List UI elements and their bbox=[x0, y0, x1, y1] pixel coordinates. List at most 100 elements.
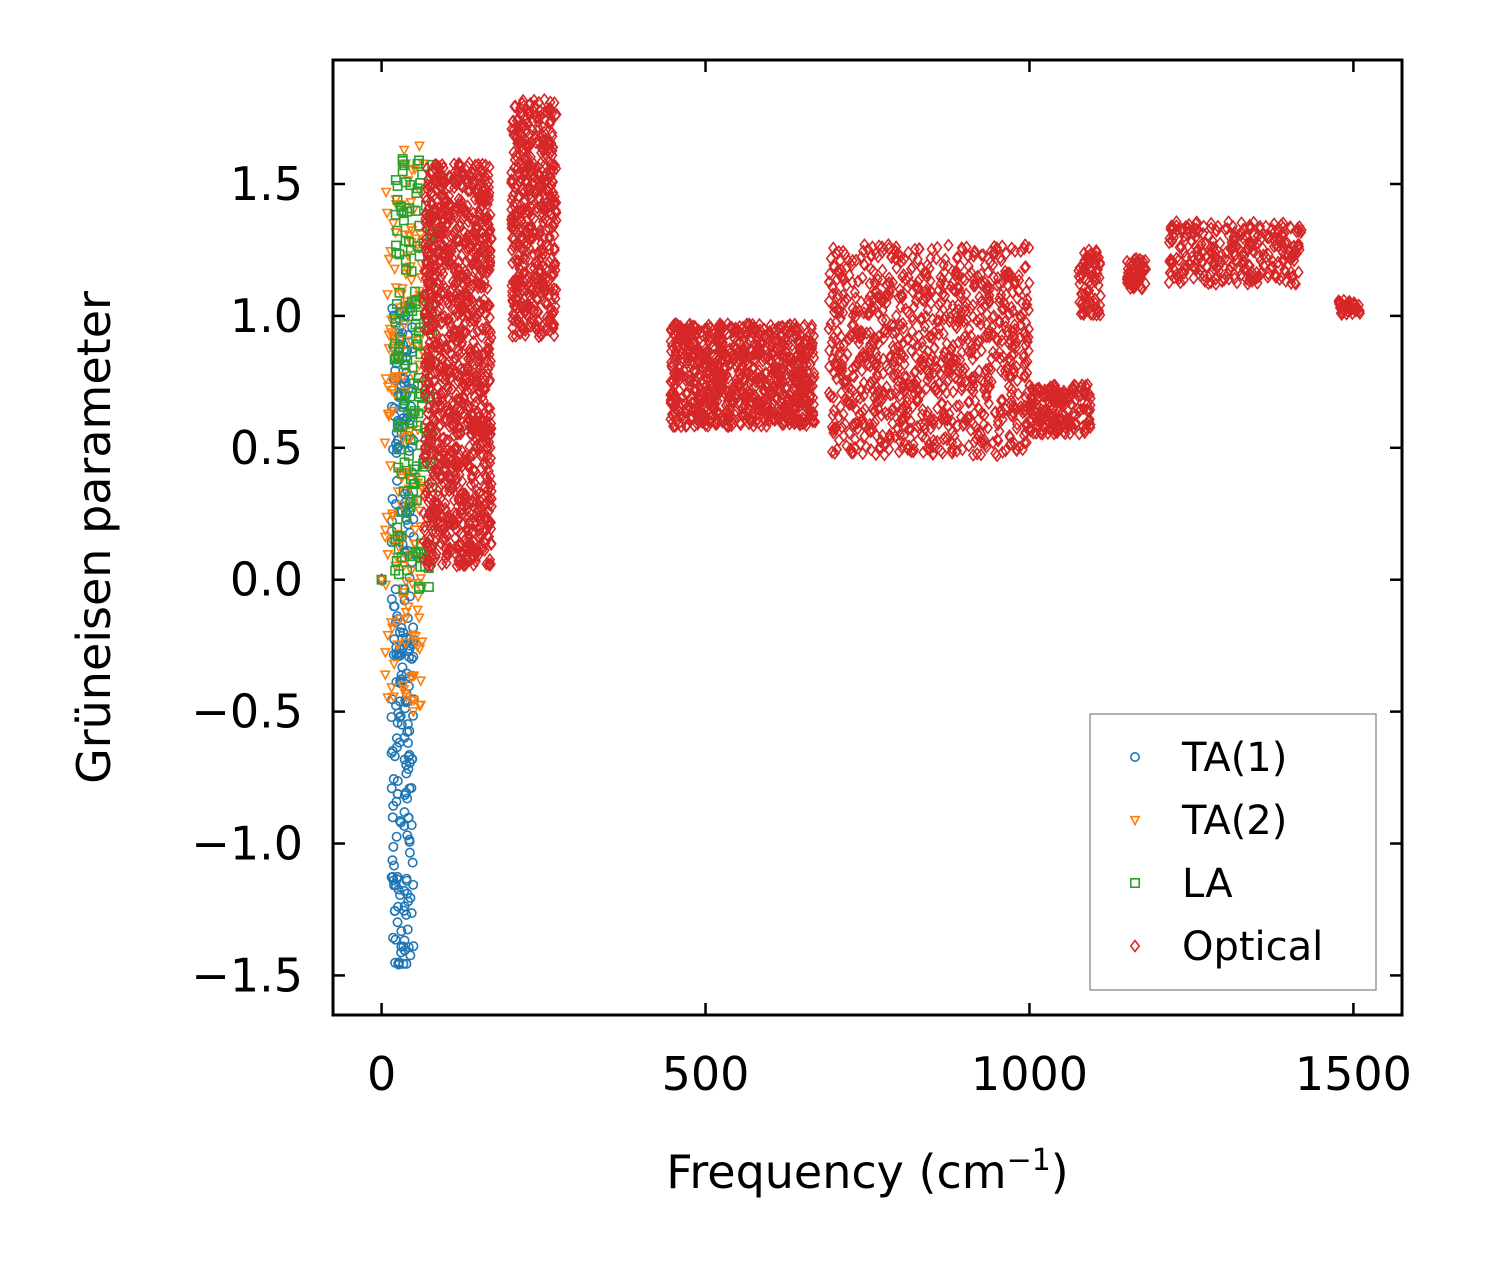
data-point bbox=[995, 251, 1006, 265]
data-point bbox=[756, 335, 768, 349]
data-point bbox=[893, 290, 904, 304]
data-point bbox=[445, 238, 456, 253]
data-point bbox=[395, 711, 406, 722]
data-point bbox=[940, 252, 951, 267]
data-point bbox=[409, 286, 420, 297]
series-optical bbox=[376, 92, 1366, 587]
data-point bbox=[455, 392, 466, 407]
data-point bbox=[486, 484, 497, 498]
data-point bbox=[1083, 415, 1095, 429]
data-point bbox=[392, 917, 403, 928]
data-point bbox=[969, 435, 980, 450]
data-point bbox=[477, 232, 489, 247]
data-point bbox=[770, 322, 782, 337]
data-point bbox=[852, 355, 863, 370]
data-point bbox=[953, 297, 964, 312]
data-point bbox=[516, 128, 528, 142]
data-point bbox=[442, 382, 454, 396]
data-point bbox=[883, 271, 895, 285]
data-point bbox=[1078, 401, 1089, 416]
data-point bbox=[1187, 260, 1199, 274]
data-point bbox=[1079, 262, 1091, 277]
data-point bbox=[436, 557, 448, 572]
data-point bbox=[464, 342, 476, 357]
y-tick-label: −0.5 bbox=[191, 685, 303, 739]
data-point bbox=[405, 434, 416, 445]
data-point bbox=[967, 448, 979, 462]
data-point bbox=[898, 252, 910, 266]
data-point bbox=[1082, 303, 1093, 318]
data-point bbox=[783, 413, 794, 427]
data-point bbox=[1052, 401, 1063, 416]
data-point bbox=[734, 371, 746, 386]
data-point bbox=[529, 271, 540, 286]
data-point bbox=[995, 393, 1007, 408]
data-point bbox=[460, 288, 471, 302]
data-point bbox=[519, 205, 531, 220]
data-point bbox=[1020, 329, 1032, 344]
data-point bbox=[1038, 403, 1050, 418]
data-point bbox=[1333, 295, 1345, 310]
data-point bbox=[473, 190, 484, 204]
data-point bbox=[429, 318, 441, 332]
data-point bbox=[861, 326, 872, 340]
data-point bbox=[477, 157, 488, 172]
data-point bbox=[458, 362, 470, 377]
data-point bbox=[1175, 275, 1186, 290]
data-point bbox=[1088, 255, 1100, 270]
data-point bbox=[421, 247, 433, 261]
data-point bbox=[1279, 247, 1290, 262]
data-point bbox=[407, 362, 418, 373]
data-point bbox=[464, 252, 476, 266]
data-point bbox=[905, 444, 917, 459]
data-point bbox=[1247, 270, 1258, 284]
data-point bbox=[984, 288, 995, 303]
data-point bbox=[1019, 356, 1031, 370]
data-point bbox=[476, 329, 487, 344]
data-point bbox=[756, 403, 767, 417]
data-point bbox=[381, 208, 393, 220]
data-point bbox=[677, 342, 689, 357]
data-point bbox=[954, 353, 966, 367]
data-point bbox=[868, 331, 880, 345]
data-point bbox=[515, 101, 526, 115]
data-point bbox=[483, 226, 495, 240]
data-point bbox=[1231, 275, 1243, 290]
data-point bbox=[438, 251, 449, 266]
data-point bbox=[678, 331, 690, 345]
data-point bbox=[386, 623, 398, 635]
data-point bbox=[934, 320, 945, 335]
data-point bbox=[984, 295, 995, 310]
data-point bbox=[438, 386, 449, 400]
data-point bbox=[403, 450, 414, 461]
data-point bbox=[975, 276, 987, 290]
data-point bbox=[467, 526, 478, 540]
data-point bbox=[831, 420, 842, 435]
data-point bbox=[433, 442, 444, 457]
data-point bbox=[513, 136, 524, 150]
data-point bbox=[800, 349, 811, 364]
data-point bbox=[1135, 264, 1146, 278]
data-point bbox=[1022, 292, 1033, 306]
data-point bbox=[529, 183, 541, 198]
data-point bbox=[994, 424, 1005, 438]
data-point bbox=[1132, 255, 1143, 269]
data-point bbox=[1008, 324, 1019, 339]
data-point bbox=[509, 99, 520, 114]
data-point bbox=[429, 399, 441, 414]
data-point bbox=[1182, 220, 1194, 235]
data-point bbox=[687, 324, 699, 338]
data-point bbox=[393, 544, 404, 555]
data-point bbox=[918, 418, 930, 432]
data-point bbox=[431, 427, 442, 441]
data-point bbox=[1213, 263, 1225, 278]
data-point bbox=[1195, 263, 1206, 277]
data-point bbox=[947, 299, 959, 313]
data-point bbox=[390, 353, 401, 364]
data-point bbox=[396, 468, 407, 479]
data-point bbox=[1011, 417, 1023, 431]
data-point bbox=[850, 253, 862, 267]
data-point bbox=[510, 329, 521, 344]
data-point bbox=[464, 412, 476, 426]
data-point bbox=[406, 346, 417, 357]
